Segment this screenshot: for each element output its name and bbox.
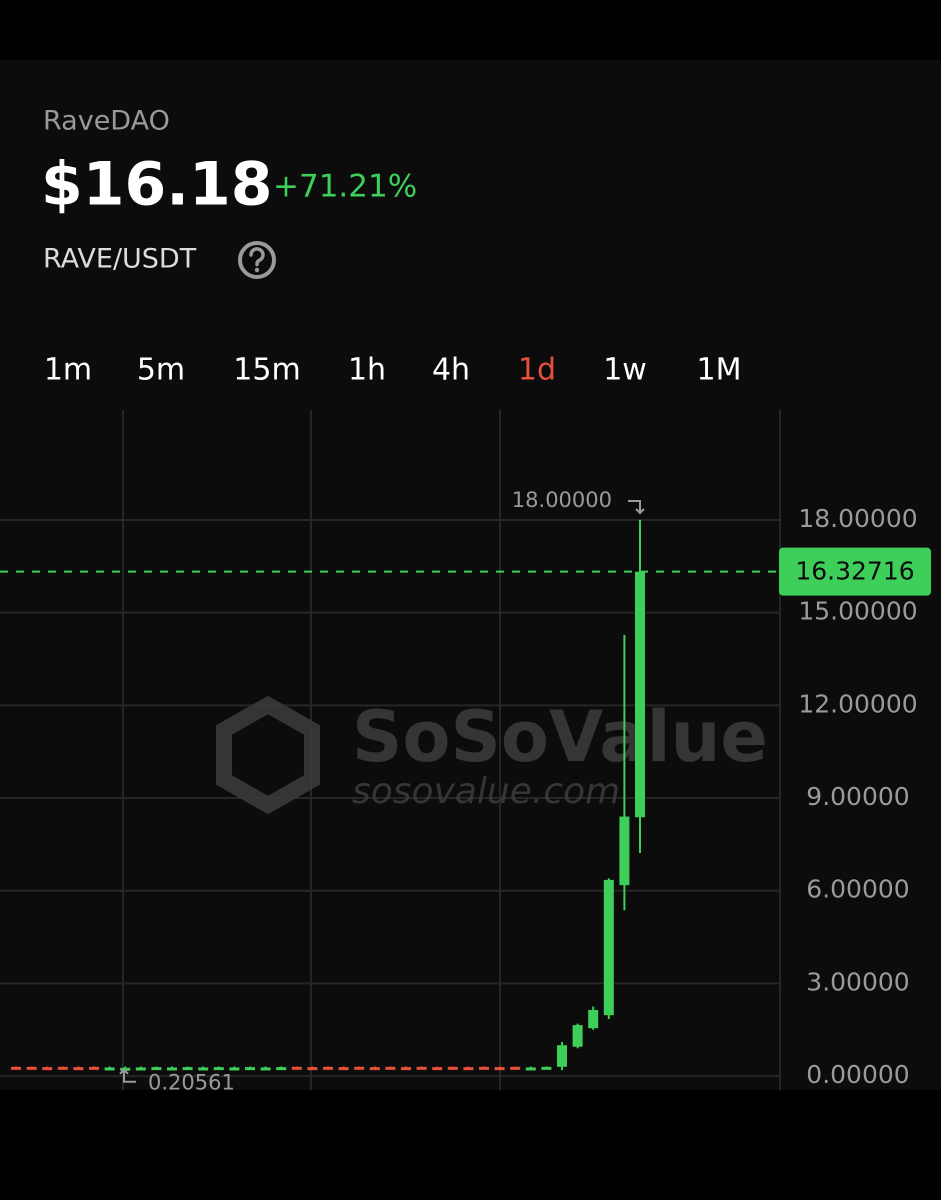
y-tick-label: 9.00000: [806, 782, 909, 811]
candle-body: [541, 1066, 552, 1070]
candle-body: [479, 1066, 489, 1070]
timeframe-tabs: 1m 5m 15m 1h 4h 1d 1w 1M: [44, 353, 742, 388]
timeframe-tab[interactable]: 1M: [697, 353, 742, 388]
candle-body: [213, 1067, 224, 1071]
candle-body: [260, 1067, 271, 1071]
y-tick-label: 0.00000: [806, 1060, 909, 1089]
candle-body: [167, 1067, 177, 1071]
timeframe-tab[interactable]: 5m: [137, 353, 185, 388]
candle-body: [42, 1067, 53, 1071]
pair: RAVE/USDT: [43, 244, 197, 275]
candle-body: [73, 1067, 84, 1071]
candle-body: [182, 1067, 193, 1071]
y-tick-label: 15.00000: [798, 597, 917, 626]
watermark-logo: [216, 695, 320, 815]
timeframe-tab[interactable]: 1m: [44, 353, 92, 388]
y-tick-label: 3.00000: [806, 967, 909, 996]
bottom-bar: [0, 1090, 941, 1200]
watermark-brand: SoSoValue: [352, 696, 768, 778]
candle-body: [369, 1067, 380, 1071]
candle-body: [26, 1066, 37, 1070]
timeframe-tab[interactable]: 15m: [233, 353, 300, 388]
candle-body: [463, 1067, 474, 1071]
candle-body: [385, 1066, 396, 1070]
candle-body: [323, 1066, 333, 1070]
y-tick-label: 18.00000: [798, 504, 917, 533]
candle-body: [401, 1067, 411, 1071]
last-price-badge: [779, 547, 931, 596]
candle-body: [447, 1066, 458, 1070]
candle-body: [89, 1066, 99, 1070]
timeframe-tab[interactable]: 1w: [603, 353, 647, 388]
candle-body: [151, 1067, 162, 1071]
timeframe-tab[interactable]: 1h: [348, 353, 386, 388]
candle-body: [291, 1066, 302, 1070]
low-marker-arrow: [119, 1068, 136, 1083]
high-marker-arrow: [628, 499, 645, 515]
high-marker-label: 18.00000: [512, 488, 612, 512]
candle-body: [229, 1067, 240, 1071]
candle-body: [276, 1067, 287, 1071]
candle-body: [11, 1066, 21, 1070]
price: $16.18: [41, 150, 273, 220]
candle-body: [525, 1067, 536, 1071]
watermark-url: sosovalue.com: [352, 771, 620, 812]
candle-body: [198, 1067, 209, 1071]
help-icon[interactable]: [238, 241, 276, 279]
help-dot: [254, 267, 260, 273]
last-price-label: 16.32716: [795, 557, 914, 586]
candle-body: [354, 1066, 365, 1070]
candle-body: [619, 816, 630, 886]
candle-body: [245, 1067, 255, 1071]
help-circle: [238, 241, 276, 279]
candle-body: [104, 1067, 115, 1071]
candle-body: [120, 1067, 131, 1071]
watermark: SoSoValue sosovalue.com: [216, 695, 768, 815]
candle-body: [432, 1067, 443, 1071]
timeframe-tab[interactable]: 4h: [432, 353, 470, 388]
candle-body: [557, 1045, 567, 1067]
price-change: +71.21%: [273, 169, 417, 205]
candle-body: [603, 879, 614, 1016]
candle-body: [416, 1066, 427, 1070]
candle-body: [494, 1067, 505, 1071]
candle-body: [635, 571, 645, 818]
help-glyph: [249, 247, 265, 267]
candle-body: [57, 1066, 68, 1070]
candle-body: [338, 1067, 349, 1071]
grid: 0.00000 3.00000 6.00000 9.00000 12.00000 15.0…: [0, 504, 918, 1089]
candle-body: [307, 1067, 318, 1071]
y-tick-label: 6.00000: [806, 875, 909, 904]
y-tick-label: 12.00000: [798, 689, 917, 718]
candle-body: [572, 1025, 583, 1047]
candle-body: [135, 1067, 146, 1071]
candle-body: [510, 1066, 521, 1070]
timeframe-tab[interactable]: 1d: [518, 353, 556, 388]
asset-name: RaveDAO: [43, 106, 170, 137]
candle-body: [588, 1009, 599, 1029]
